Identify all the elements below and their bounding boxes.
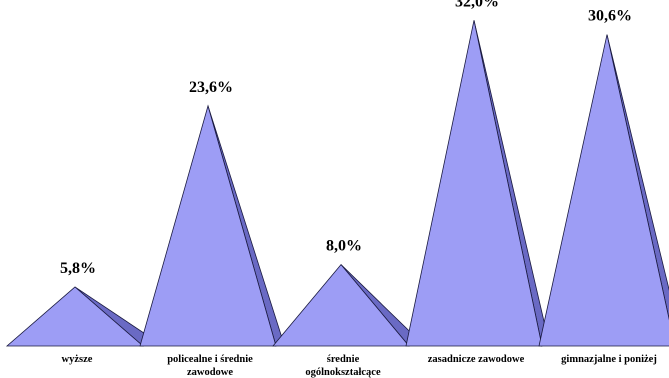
pyramid-bar: [272, 263, 410, 347]
data-label: 30,6%: [588, 8, 632, 25]
pyramid-bar: [405, 20, 543, 347]
data-label: 8,0%: [326, 238, 362, 255]
pyramid-bar: [538, 34, 669, 347]
category-labels: wyższe policealne i średnie zawodowe średni…: [62, 354, 657, 378]
category-label: wyższe: [62, 354, 93, 365]
pyramid-bar: [139, 104, 277, 347]
category-label: gimnazjalne i poniżej: [561, 354, 657, 365]
data-labels: 5,8% 23,6% 8,0% 32,0% 30,6%: [60, 0, 632, 277]
data-label: 23,6%: [189, 79, 233, 96]
pyramid-bar: [5, 286, 145, 347]
data-label: 32,0%: [455, 0, 499, 10]
category-label: zasadnicze zawodowe: [428, 354, 525, 365]
pyramid-marks: [5, 20, 669, 347]
category-label: średnie ogólnokształcące: [305, 354, 381, 378]
data-label: 5,8%: [60, 260, 96, 277]
category-label: policealne i średnie zawodowe: [167, 354, 253, 378]
